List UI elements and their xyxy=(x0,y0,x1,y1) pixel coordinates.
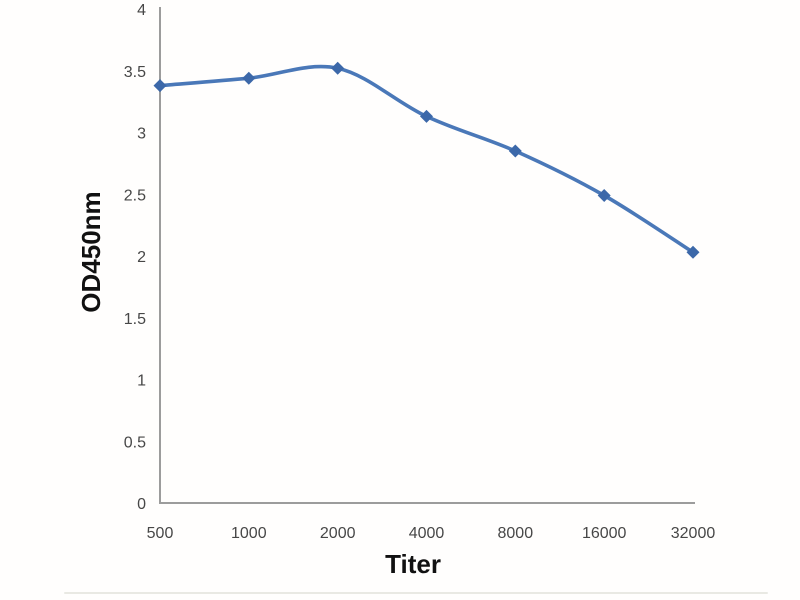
x-tick-label: 4000 xyxy=(409,525,445,542)
data-point-marker xyxy=(508,144,522,158)
card-bottom-edge xyxy=(64,592,768,594)
y-tick-label: 3 xyxy=(137,126,146,143)
x-tick-label: 1000 xyxy=(231,525,267,542)
y-tick-label: 2.5 xyxy=(124,187,146,204)
x-tick-label: 8000 xyxy=(498,525,534,542)
data-point-marker xyxy=(597,189,611,202)
y-tick-label: 0 xyxy=(137,496,146,513)
x-tick-label: 32000 xyxy=(671,525,716,542)
x-tick-label: 16000 xyxy=(582,525,627,542)
data-point-marker xyxy=(153,79,167,93)
data-point-marker xyxy=(686,245,700,259)
y-tick-label: 0.5 xyxy=(124,434,146,451)
data-point-marker xyxy=(242,71,256,85)
x-tick-label: 500 xyxy=(147,525,174,542)
x-tick-label: 2000 xyxy=(320,525,356,542)
y-tick-label: 1 xyxy=(137,373,146,390)
series-line xyxy=(158,64,695,255)
y-tick-label: 4 xyxy=(137,2,146,19)
data-point-marker xyxy=(331,61,345,75)
y-tick-label: 1.5 xyxy=(124,311,146,328)
y-tick-label: 2 xyxy=(137,249,146,266)
y-tick-label: 3.5 xyxy=(124,64,146,81)
data-point-marker xyxy=(420,109,433,123)
